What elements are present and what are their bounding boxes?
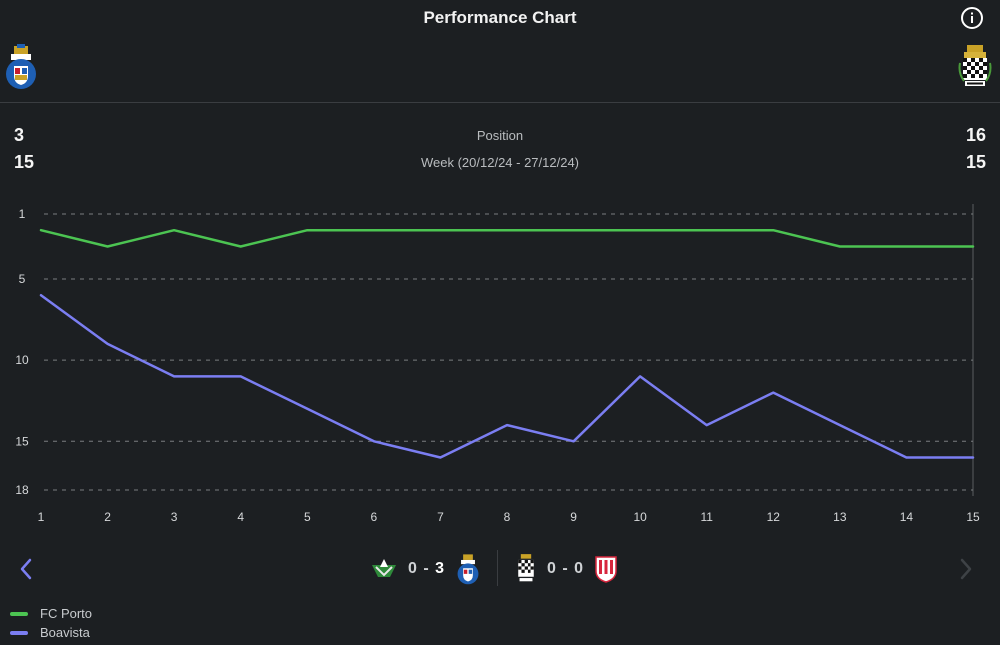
fc-porto-crest-icon: [6, 44, 36, 89]
info-icon[interactable]: [960, 6, 984, 30]
match-separator: [497, 550, 498, 586]
y-tick-label: 1: [19, 207, 26, 221]
x-tick-label: 15: [966, 510, 980, 524]
y-tick-label: 10: [15, 353, 29, 367]
boavista-crest-icon: [958, 45, 992, 86]
match-2-away-score: 0: [574, 560, 585, 577]
y-tick-label: 5: [19, 272, 26, 286]
x-tick-label: 9: [570, 510, 577, 524]
x-tick-label: 6: [371, 510, 378, 524]
match-1-away-score: 3: [435, 560, 446, 577]
x-tick-label: 12: [767, 510, 781, 524]
x-tick-label: 5: [304, 510, 311, 524]
x-tick-label: 10: [633, 510, 647, 524]
afs-crest-icon: [595, 556, 617, 583]
match-result-1[interactable]: 0 - 3: [370, 552, 481, 586]
y-tick-label: 18: [15, 483, 29, 497]
x-tick-label: 14: [900, 510, 914, 524]
fc-porto-crest-icon: [457, 554, 479, 585]
chevron-left-icon[interactable]: [14, 556, 38, 582]
legend-item-fc-porto: FC Porto: [10, 606, 92, 621]
x-tick-label: 2: [104, 510, 111, 524]
boavista-crest-icon: [518, 554, 534, 582]
week-label: Week (20/12/24 - 27/12/24): [420, 155, 580, 170]
away-week-value: 15: [965, 152, 986, 172]
position-label: Position: [476, 128, 524, 143]
x-tick-label: 4: [237, 510, 244, 524]
home-position-value: 3: [14, 125, 25, 145]
x-tick-label: 13: [833, 510, 847, 524]
fc-porto-line: [39, 228, 975, 248]
match-1-home-score: 0: [408, 560, 418, 577]
chevron-right-icon[interactable]: [954, 556, 978, 582]
x-tick-label: 1: [38, 510, 45, 524]
header-divider: [0, 102, 1000, 103]
moreirense-crest-icon: [372, 559, 396, 577]
x-tick-label: 11: [700, 510, 713, 524]
match-result-2[interactable]: 0 - 0: [515, 552, 618, 586]
away-position-value: 16: [965, 125, 986, 145]
y-tick-label: 15: [15, 434, 29, 448]
legend-swatch-fc-porto: [10, 611, 28, 616]
legend-label-fc-porto: FC Porto: [40, 606, 93, 621]
match-1-score: 0 - 3: [408, 560, 446, 577]
home-week-value: 15: [14, 152, 35, 172]
legend-label-boavista: Boavista: [40, 625, 90, 640]
boavista-line: [39, 293, 975, 459]
match-2-score: 0 - 0: [547, 560, 585, 577]
x-tick-label: 3: [171, 510, 178, 524]
page-title: Performance Chart: [423, 8, 577, 27]
x-tick-label: 7: [437, 510, 444, 524]
legend-swatch-boavista: [10, 630, 28, 635]
match-2-home-score: 0: [547, 560, 557, 577]
legend-item-boavista: Boavista: [10, 625, 90, 640]
x-tick-label: 8: [504, 510, 511, 524]
